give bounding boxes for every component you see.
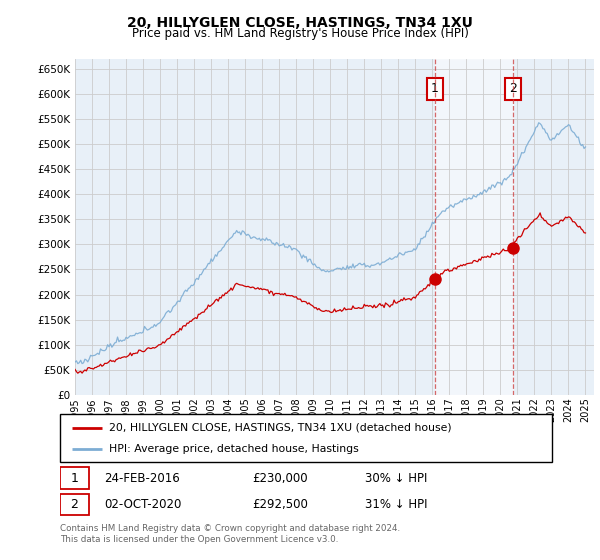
Text: 20, HILLYGLEN CLOSE, HASTINGS, TN34 1XU: 20, HILLYGLEN CLOSE, HASTINGS, TN34 1XU	[127, 16, 473, 30]
Text: £230,000: £230,000	[252, 472, 308, 484]
Text: 2: 2	[509, 82, 517, 95]
Text: 20, HILLYGLEN CLOSE, HASTINGS, TN34 1XU (detached house): 20, HILLYGLEN CLOSE, HASTINGS, TN34 1XU …	[109, 423, 452, 433]
Text: Contains HM Land Registry data © Crown copyright and database right 2024.
This d: Contains HM Land Registry data © Crown c…	[60, 524, 400, 544]
Text: 1: 1	[70, 472, 78, 484]
Text: 2: 2	[70, 498, 78, 511]
Bar	[435, 59, 513, 395]
Text: 1: 1	[431, 82, 439, 95]
Text: HPI: Average price, detached house, Hastings: HPI: Average price, detached house, Hast…	[109, 444, 359, 454]
Text: Price paid vs. HM Land Registry's House Price Index (HPI): Price paid vs. HM Land Registry's House …	[131, 27, 469, 40]
Text: £292,500: £292,500	[252, 498, 308, 511]
Text: 30% ↓ HPI: 30% ↓ HPI	[365, 472, 427, 484]
Bar	[60, 468, 89, 489]
Text: 31% ↓ HPI: 31% ↓ HPI	[365, 498, 428, 511]
Bar	[60, 494, 89, 515]
Text: 24-FEB-2016: 24-FEB-2016	[104, 472, 180, 484]
Text: 02-OCT-2020: 02-OCT-2020	[104, 498, 182, 511]
